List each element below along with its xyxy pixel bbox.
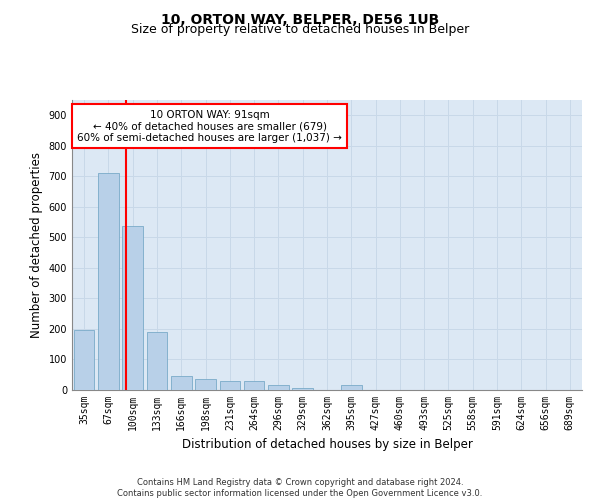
Text: 10, ORTON WAY, BELPER, DE56 1UB: 10, ORTON WAY, BELPER, DE56 1UB — [161, 12, 439, 26]
Y-axis label: Number of detached properties: Number of detached properties — [30, 152, 43, 338]
Bar — [195, 378, 216, 390]
Text: 10 ORTON WAY: 91sqm
← 40% of detached houses are smaller (679)
60% of semi-detac: 10 ORTON WAY: 91sqm ← 40% of detached ho… — [77, 110, 342, 142]
Bar — [292, 388, 313, 390]
X-axis label: Distribution of detached houses by size in Belper: Distribution of detached houses by size … — [182, 438, 472, 452]
Bar — [268, 386, 289, 390]
Text: Size of property relative to detached houses in Belper: Size of property relative to detached ho… — [131, 22, 469, 36]
Bar — [122, 226, 143, 390]
Text: Contains HM Land Registry data © Crown copyright and database right 2024.
Contai: Contains HM Land Registry data © Crown c… — [118, 478, 482, 498]
Bar — [146, 332, 167, 390]
Bar — [98, 174, 119, 390]
Bar — [220, 381, 240, 390]
Bar — [341, 384, 362, 390]
Bar — [171, 376, 191, 390]
Bar — [74, 330, 94, 390]
Bar — [244, 382, 265, 390]
